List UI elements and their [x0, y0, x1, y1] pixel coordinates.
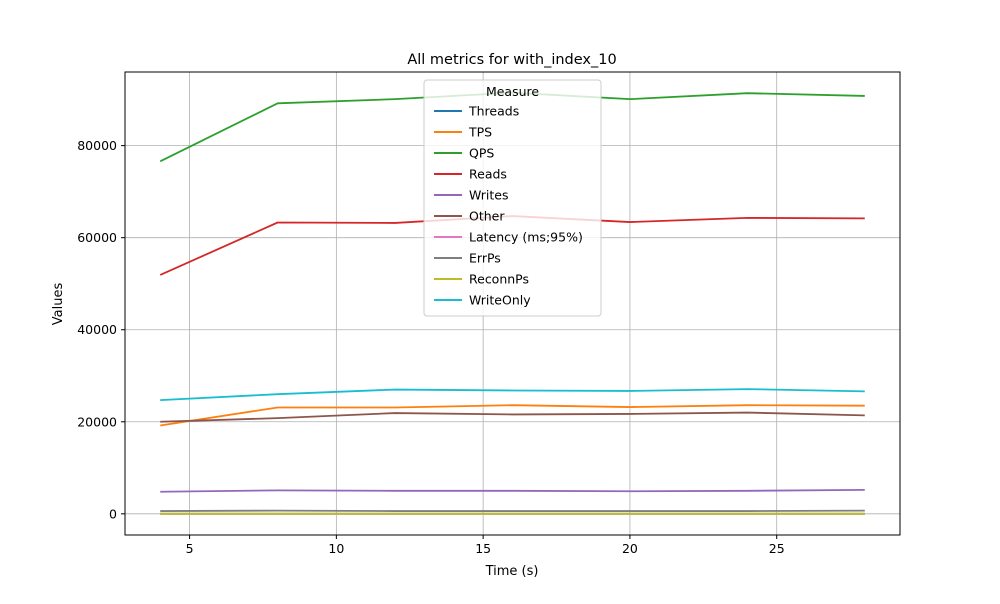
legend-entry: Reads	[469, 167, 507, 182]
legend-entry: QPS	[469, 146, 494, 161]
x-tick-label: 20	[622, 541, 638, 556]
x-tick-label: 5	[186, 541, 194, 556]
x-axis-label: Time (s)	[485, 564, 539, 579]
y-axis-label: Values	[51, 283, 66, 326]
legend-entry: Latency (ms;95%)	[469, 230, 583, 245]
y-tick-label: 40000	[77, 322, 117, 337]
x-tick-label: 10	[328, 541, 344, 556]
legend-title: Measure	[486, 84, 539, 99]
legend-entry: Other	[469, 209, 505, 224]
legend-entry: Writes	[469, 188, 509, 203]
y-tick-label: 80000	[77, 138, 117, 153]
legend-entry: ReconnPs	[469, 272, 529, 287]
legend-entry: TPS	[468, 125, 492, 140]
series-line-writes	[160, 490, 865, 492]
legend-entry: WriteOnly	[469, 293, 531, 308]
y-tick-label: 0	[109, 506, 117, 521]
series-line-tps	[160, 405, 865, 425]
y-tick-label: 60000	[77, 230, 117, 245]
legend-entry: Threads	[468, 104, 519, 119]
series-line-writeonly	[160, 389, 865, 400]
y-tick-label: 20000	[77, 414, 117, 429]
x-tick-label: 25	[769, 541, 785, 556]
x-tick-label: 15	[475, 541, 491, 556]
series-line-other	[160, 413, 865, 422]
legend-entry: ErrPs	[469, 251, 501, 266]
legend: Measure Threads TPS QPS Reads Writes Other Late…	[424, 80, 601, 316]
chart-title: All metrics for with_index_10	[407, 52, 616, 68]
